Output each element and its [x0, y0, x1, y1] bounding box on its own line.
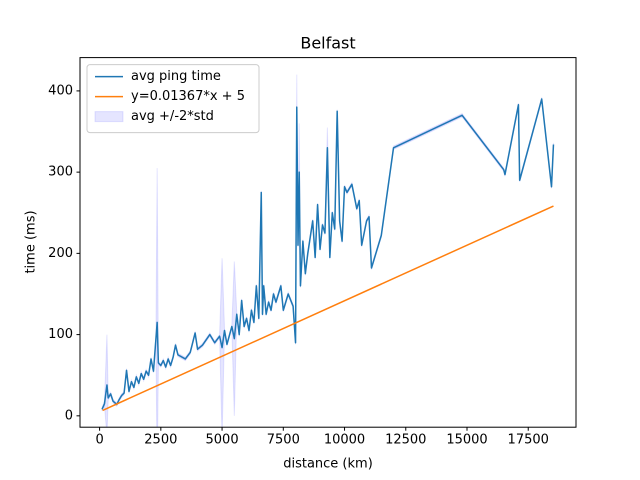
x-tick-label: 12500	[385, 433, 426, 448]
x-tick-label: 5000	[206, 433, 239, 448]
legend: avg ping time y=0.01367*x + 5 avg +/-2*std	[86, 64, 260, 134]
series-line	[102, 205, 554, 412]
legend-label: avg ping time	[131, 69, 221, 84]
x-axis-label: distance (km)	[283, 457, 373, 472]
x-tick-label: 17500	[508, 433, 549, 448]
x-tick-label: 7500	[267, 433, 300, 448]
axes-frame	[79, 57, 577, 428]
plot-layer	[101, 74, 555, 428]
chart-title: Belfast	[300, 34, 355, 53]
x-tick-label: 2500	[144, 433, 177, 448]
x-tick-label: 15000	[446, 433, 487, 448]
y-tick-label: 300	[48, 165, 73, 180]
plot-area: 0 2500 5000 7500 10000 12500 15000 17500 0 100 200…	[48, 74, 555, 448]
y-tick-label: 0	[65, 408, 73, 423]
y-tick-label: 400	[48, 83, 73, 98]
legend-swatch	[94, 111, 124, 123]
y-axis-label: time (ms)	[24, 210, 39, 273]
x-tick-label: 0	[95, 433, 103, 448]
y-tick-label: 100	[48, 327, 73, 342]
legend-box	[86, 64, 260, 134]
y-tick-label: 200	[48, 246, 73, 261]
legend-label: avg +/-2*std	[131, 109, 214, 124]
x-tick-label: 10000	[324, 433, 365, 448]
legend-label: y=0.01367*x + 5	[131, 89, 245, 104]
series-line	[101, 98, 555, 410]
